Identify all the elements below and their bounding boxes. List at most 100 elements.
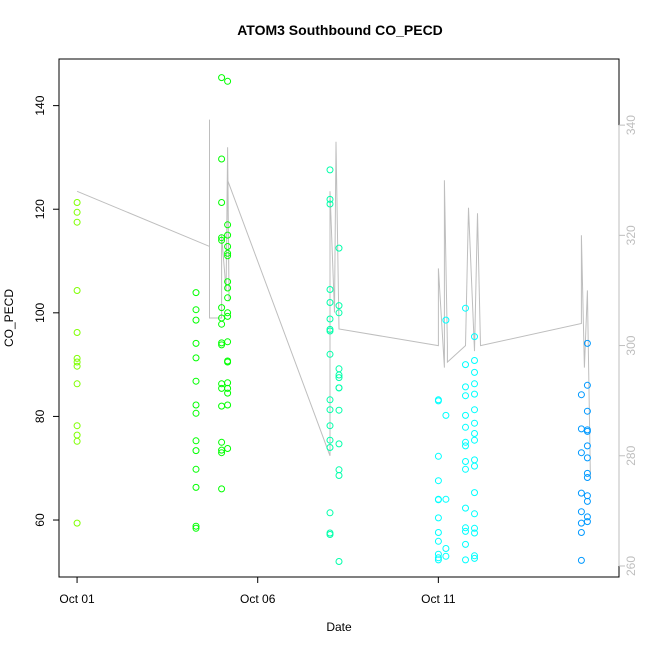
x-tick-label: Oct 11 xyxy=(421,592,456,606)
data-point xyxy=(192,437,200,445)
data-point xyxy=(577,489,585,497)
data-point xyxy=(583,442,591,450)
data-point xyxy=(224,221,232,229)
data-point xyxy=(326,396,334,404)
data-point xyxy=(471,529,478,537)
data-point xyxy=(224,358,232,366)
data-point xyxy=(583,407,591,415)
data-point xyxy=(471,357,478,364)
y-tick-label: 120 xyxy=(33,199,47,219)
data-point xyxy=(73,287,81,294)
data-point xyxy=(462,458,469,465)
data-point xyxy=(462,540,469,548)
data-point xyxy=(326,327,334,335)
data-point xyxy=(218,234,226,242)
data-point xyxy=(192,409,200,417)
secondary-y-tick-label: 260 xyxy=(624,556,638,576)
data-point xyxy=(335,440,343,448)
data-point xyxy=(73,354,81,362)
y-tick-label: 140 xyxy=(33,95,47,115)
data-point xyxy=(73,380,81,388)
data-point xyxy=(326,350,334,358)
x-tick-label: Oct 01 xyxy=(59,592,95,606)
data-point xyxy=(224,252,232,260)
data-point xyxy=(335,309,343,317)
data-point xyxy=(73,208,81,216)
data-point xyxy=(73,329,81,336)
secondary-y-tick-label: 320 xyxy=(624,225,638,245)
data-point xyxy=(471,524,478,532)
data-point xyxy=(471,430,478,437)
data-point xyxy=(471,419,478,427)
data-point xyxy=(442,411,450,419)
y-tick-label: 60 xyxy=(33,513,47,527)
x-axis-label: Date xyxy=(326,620,352,634)
data-point xyxy=(218,199,226,206)
y-axis-label: CO_PECD xyxy=(2,289,16,347)
data-point xyxy=(326,406,334,414)
data-point xyxy=(583,469,591,477)
data-point xyxy=(462,423,469,431)
data-point xyxy=(218,449,226,457)
data-point xyxy=(326,166,334,174)
data-point xyxy=(335,244,343,252)
data-point xyxy=(218,485,226,493)
data-point xyxy=(434,397,442,405)
data-point xyxy=(434,514,442,522)
data-point xyxy=(583,381,591,389)
data-point xyxy=(224,243,232,250)
data-point xyxy=(192,354,200,362)
data-point xyxy=(471,380,478,388)
data-point xyxy=(73,199,81,206)
data-point xyxy=(326,315,334,323)
data-point xyxy=(462,527,469,535)
data-point xyxy=(224,312,232,320)
data-point xyxy=(577,449,585,457)
data-point xyxy=(462,392,469,400)
data-point xyxy=(218,438,226,446)
data-point xyxy=(192,306,200,314)
data-point xyxy=(73,362,81,370)
data-point xyxy=(583,427,591,435)
data-point xyxy=(583,339,591,347)
data-point xyxy=(224,284,232,292)
data-point xyxy=(326,286,334,293)
data-point xyxy=(335,384,343,392)
data-point xyxy=(442,495,450,503)
data-point xyxy=(471,390,478,398)
data-point xyxy=(326,531,334,538)
data-point xyxy=(224,231,232,239)
data-point xyxy=(583,454,591,462)
data-point xyxy=(434,496,442,504)
data-point xyxy=(335,371,343,379)
data-point xyxy=(335,558,343,565)
data-point xyxy=(442,545,450,552)
data-point xyxy=(218,74,226,82)
chart-title: ATOM3 Southbound CO_PECD xyxy=(237,22,443,38)
data-point xyxy=(462,304,469,312)
data-point xyxy=(335,374,343,382)
data-point xyxy=(326,509,334,517)
data-point xyxy=(192,522,200,530)
data-point xyxy=(224,338,232,346)
data-point xyxy=(218,341,226,349)
data-point xyxy=(462,438,469,446)
data-point xyxy=(192,524,200,532)
data-point xyxy=(192,447,200,455)
data-point xyxy=(192,465,200,473)
data-point xyxy=(224,249,232,257)
data-point xyxy=(434,452,442,460)
data-point xyxy=(471,406,478,414)
data-point xyxy=(218,304,226,312)
data-point xyxy=(462,504,469,512)
data-point xyxy=(73,218,81,226)
data-point xyxy=(326,444,334,451)
data-point xyxy=(462,411,469,419)
data-point xyxy=(326,299,334,306)
data-point xyxy=(192,401,200,409)
data-point xyxy=(73,358,81,366)
data-point xyxy=(471,510,478,518)
data-point xyxy=(434,554,442,562)
